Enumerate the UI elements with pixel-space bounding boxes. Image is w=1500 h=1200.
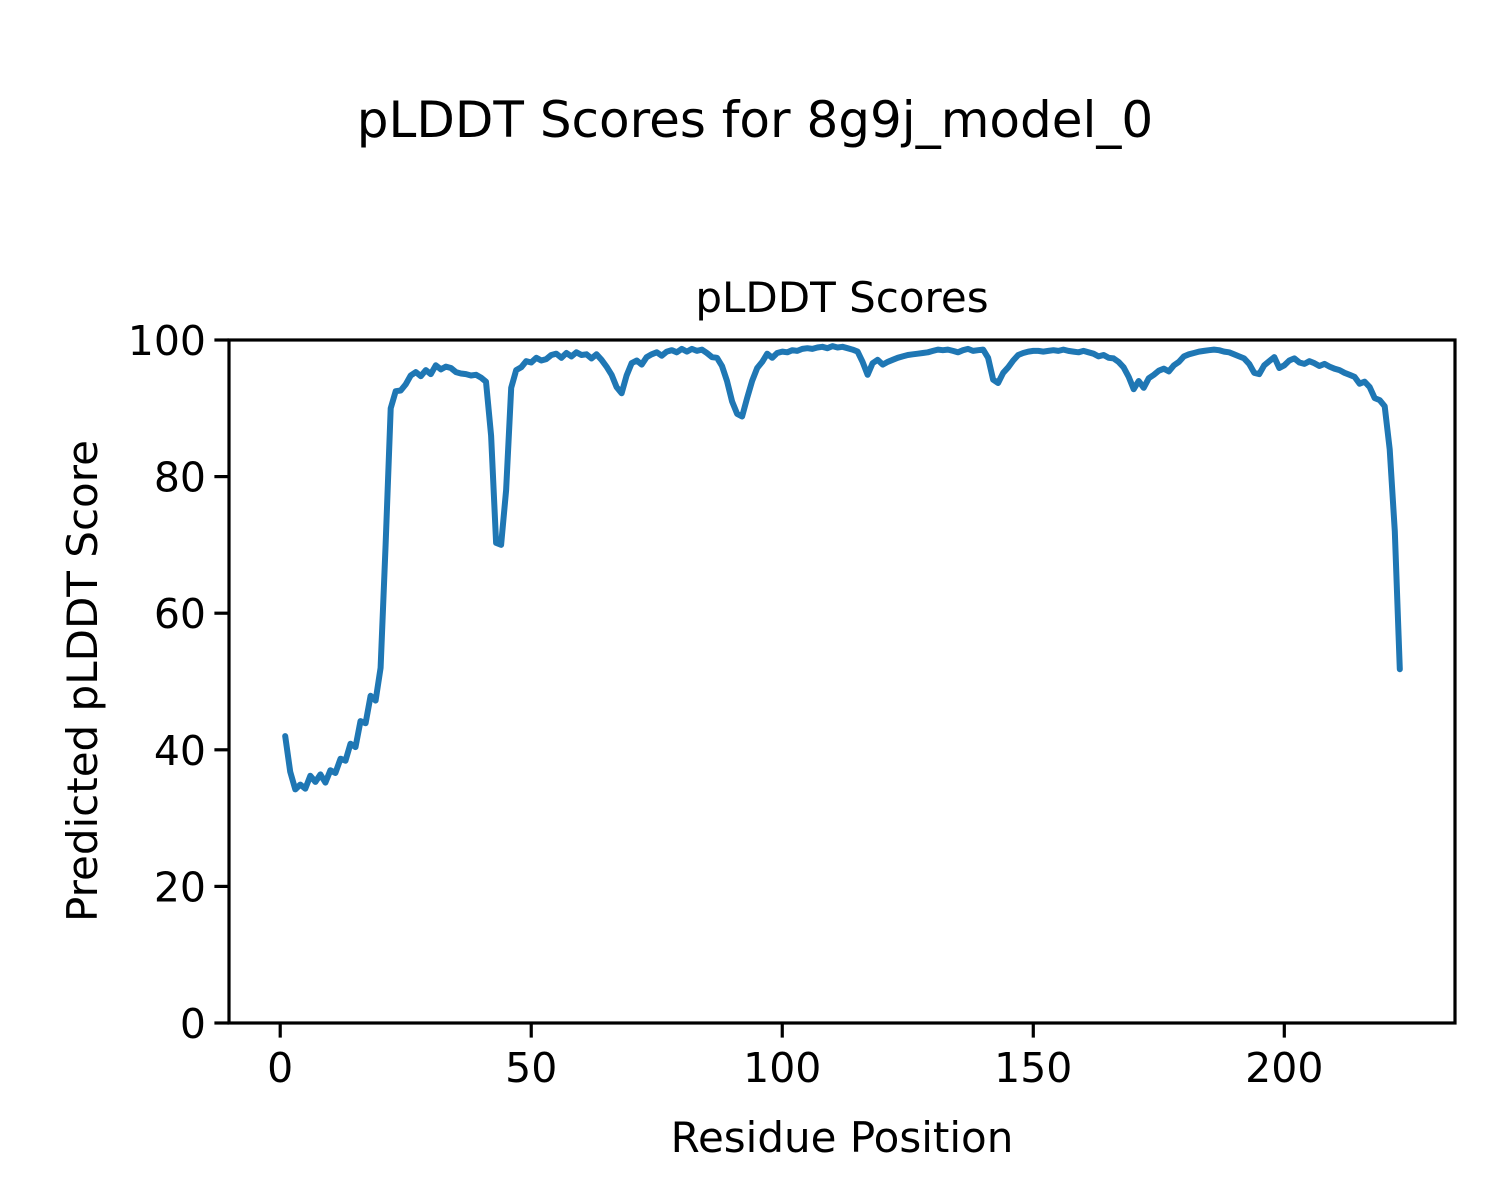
- y-axis-ticks: 0 20 40 60 80 100: [128, 317, 229, 1048]
- x-axis-ticks: 0 50 100 150 200: [267, 1023, 1323, 1092]
- x-tick-label: 150: [994, 1044, 1072, 1092]
- plot-border: [227, 338, 1457, 1025]
- y-tick-label: 20: [154, 863, 206, 911]
- y-tick-label: 0: [180, 1000, 206, 1048]
- plddt-series-line: [282, 343, 1403, 793]
- x-tick-label: 0: [267, 1044, 293, 1092]
- y-tick-label: 100: [128, 317, 206, 365]
- y-tick-label: 60: [154, 590, 206, 638]
- figure-title: pLDDT Scores for 8g9j_model_0: [357, 91, 1153, 149]
- y-tick-label: 40: [154, 727, 206, 775]
- axes-title: pLDDT Scores: [695, 273, 988, 322]
- y-axis-label: Predicted pLDDT Score: [58, 440, 107, 922]
- x-axis-label: Residue Position: [671, 1113, 1014, 1162]
- x-tick-label: 200: [1245, 1044, 1323, 1092]
- x-tick-label: 100: [743, 1044, 821, 1092]
- x-tick-label: 50: [505, 1044, 557, 1092]
- y-tick-label: 80: [154, 454, 206, 502]
